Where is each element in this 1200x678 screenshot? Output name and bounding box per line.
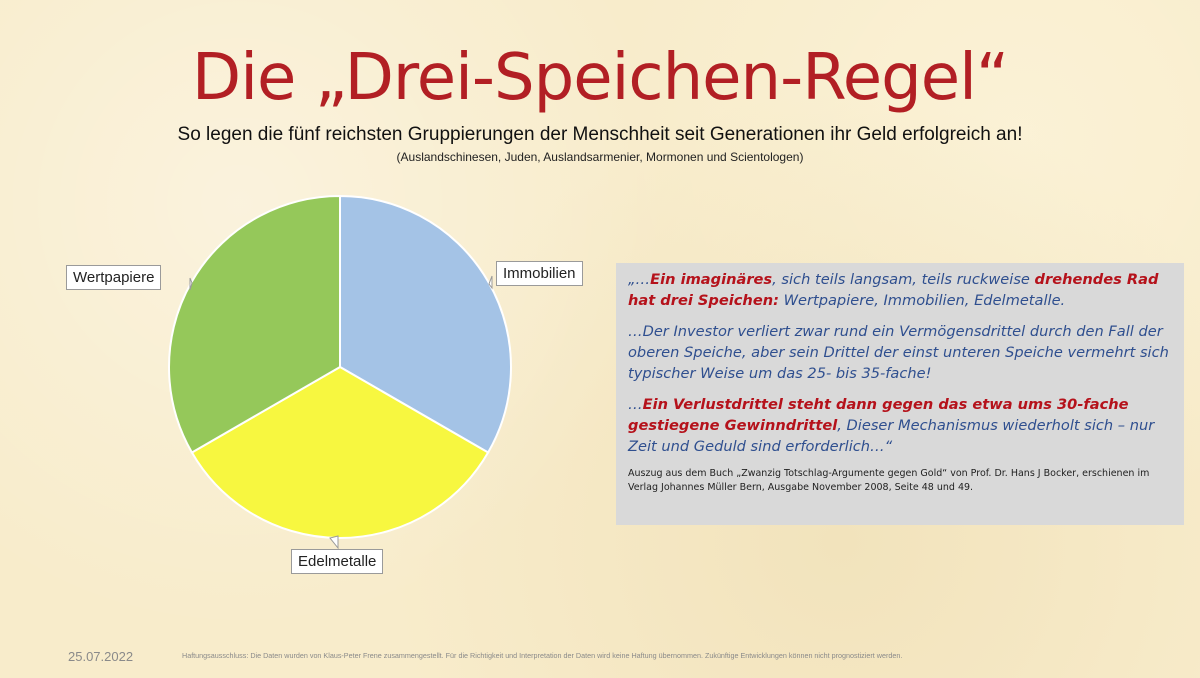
page-title: Die „Drei-Speichen-Regel“ (191, 41, 1009, 115)
callout-pointer (488, 275, 493, 290)
quote-paragraph-3: …Ein Verlustdrittel steht dann gegen das… (628, 394, 1172, 457)
quote-text: , Dieser Mechanismus wiederholt sich – n… (628, 417, 1155, 455)
callout-pointer (189, 277, 193, 291)
quote-text: , sich teils langsam, teils ruckweise (772, 271, 1035, 288)
quote-paragraph-2: …Der Investor verliert zwar rund ein Ver… (628, 323, 1169, 382)
quote-text: Wertpapiere, Immobilien, Edelmetalle. (778, 292, 1066, 309)
subnote: (Auslandschinesen, Juden, Auslandsarmeni… (396, 150, 804, 164)
quote-text: … (628, 396, 643, 413)
quote-highlight: drehendes Rad hat drei Speichen: (628, 271, 1159, 309)
quote-source: Auszug aus dem Buch „Zwanzig Totschlag-A… (628, 468, 1150, 493)
disclaimer: Haftungsausschluss: Die Daten wurden von… (182, 651, 903, 660)
pie-slice-wertpapiere (168, 194, 341, 454)
quote-highlight: Ein Verlustdrittel steht dann gegen das … (628, 396, 1129, 434)
quote-text: „… (628, 271, 651, 288)
pie-label-edelmetalle: Edelmetalle (291, 549, 384, 574)
slide-date: 25.07.2022 (68, 649, 134, 664)
pie-label-wertpapiere: Wertpapiere (66, 265, 162, 290)
quote-highlight: Ein imaginäres (650, 271, 773, 288)
pie-slice-edelmetalle (190, 365, 490, 539)
pie-slice-immobilien (339, 194, 512, 454)
quote-paragraph-1: „…Ein imaginäres, sich teils langsam, te… (628, 269, 1172, 311)
quote-box: „…Ein imaginäres, sich teils langsam, te… (616, 263, 1184, 525)
callout-pointer (329, 535, 339, 550)
pie-label-immobilien: Immobilien (496, 261, 583, 286)
subtitle: So legen die fünf reichsten Gruppierunge… (177, 124, 1023, 145)
